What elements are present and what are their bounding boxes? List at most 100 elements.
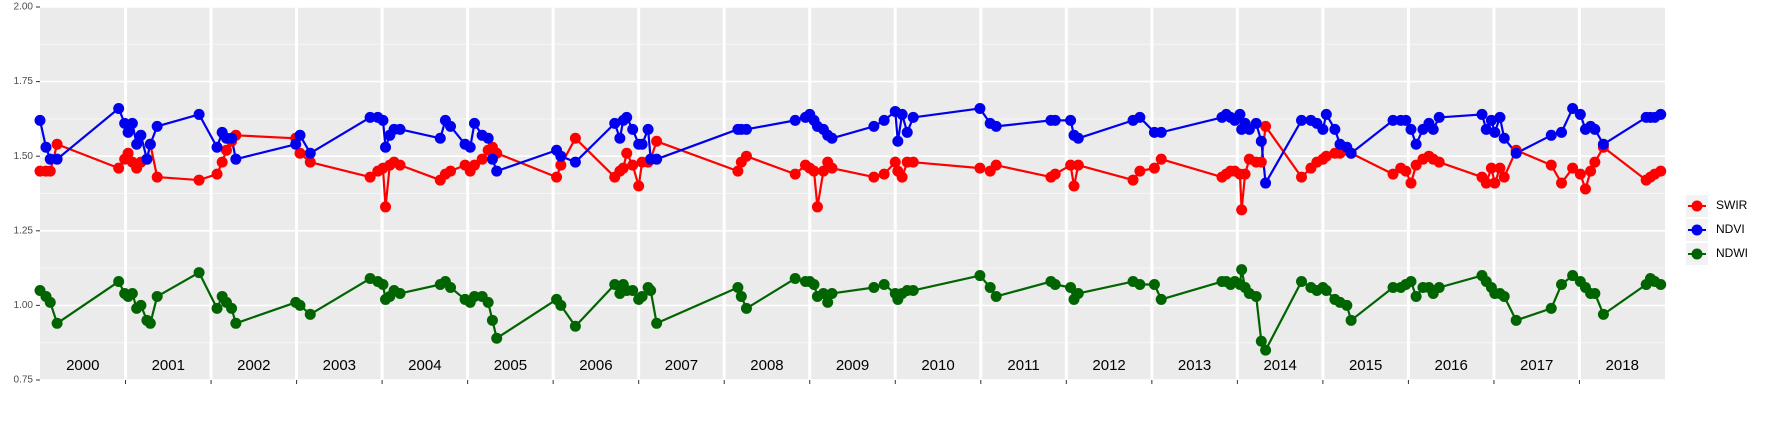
point [826, 287, 838, 299]
point [51, 153, 63, 165]
point [126, 117, 138, 129]
point [617, 162, 629, 174]
point [445, 165, 457, 177]
point [377, 114, 389, 126]
point [51, 138, 63, 150]
y-tick-label: 1.00 [14, 300, 34, 311]
point [113, 162, 125, 174]
point [1585, 165, 1597, 177]
legend-dot [1691, 200, 1703, 212]
year-label: 2011 [1007, 357, 1039, 374]
point [294, 299, 306, 311]
point [1134, 279, 1146, 291]
point [1387, 281, 1399, 293]
point [482, 132, 494, 144]
point [627, 284, 639, 296]
point [1400, 114, 1412, 126]
point [808, 279, 820, 291]
point [193, 174, 205, 186]
point [1494, 162, 1506, 174]
point [491, 332, 503, 344]
point [1480, 177, 1492, 189]
point [808, 165, 820, 177]
point [364, 111, 376, 123]
point [1589, 156, 1601, 168]
point [113, 102, 125, 114]
point [380, 201, 392, 213]
point [294, 129, 306, 141]
point [1065, 114, 1077, 126]
point [464, 141, 476, 153]
year-label: 2008 [750, 357, 783, 374]
point [1296, 114, 1308, 126]
point [1260, 344, 1272, 356]
point [226, 132, 238, 144]
point [1405, 123, 1417, 135]
year-label: 2009 [836, 357, 869, 374]
point [1155, 126, 1167, 138]
point [144, 138, 156, 150]
point [141, 153, 153, 165]
point [468, 117, 480, 129]
year-label: 2010 [921, 357, 954, 374]
point [627, 123, 639, 135]
point [34, 114, 46, 126]
point [651, 135, 663, 147]
legend-dot [1691, 248, 1703, 260]
point [822, 296, 834, 308]
point [226, 302, 238, 314]
point [636, 290, 648, 302]
point [113, 276, 125, 288]
point [1545, 159, 1557, 171]
point [1510, 147, 1522, 159]
point [1255, 135, 1267, 147]
year-label: 2005 [494, 357, 527, 374]
point [907, 284, 919, 296]
point [135, 129, 147, 141]
point [211, 141, 223, 153]
point [193, 267, 205, 279]
point [1134, 111, 1146, 123]
point [1260, 177, 1272, 189]
point [131, 138, 143, 150]
year-label: 2018 [1606, 357, 1639, 374]
point [1049, 279, 1061, 291]
point [1065, 281, 1077, 293]
point [789, 114, 801, 126]
point [1049, 168, 1061, 180]
point [135, 299, 147, 311]
point [1345, 147, 1357, 159]
point [377, 279, 389, 291]
point [294, 147, 306, 159]
point [974, 102, 986, 114]
point [555, 299, 567, 311]
point [1236, 264, 1248, 276]
point [878, 279, 890, 291]
point [230, 153, 242, 165]
point [892, 135, 904, 147]
point [1405, 276, 1417, 288]
point [569, 132, 581, 144]
point [126, 287, 138, 299]
point [1255, 156, 1267, 168]
point [1433, 111, 1445, 123]
point [868, 171, 880, 183]
point [1410, 138, 1422, 150]
point [1476, 108, 1488, 120]
point [621, 147, 633, 159]
point [868, 120, 880, 132]
point [1567, 102, 1579, 114]
point [1405, 177, 1417, 189]
point [1489, 126, 1501, 138]
year-label: 2013 [1178, 357, 1211, 374]
point [1589, 123, 1601, 135]
point [551, 171, 563, 183]
point [445, 120, 457, 132]
point [1567, 270, 1579, 282]
point [614, 132, 626, 144]
point [1556, 279, 1568, 291]
point [122, 147, 134, 159]
point [216, 156, 228, 168]
point [621, 111, 633, 123]
point [569, 320, 581, 332]
